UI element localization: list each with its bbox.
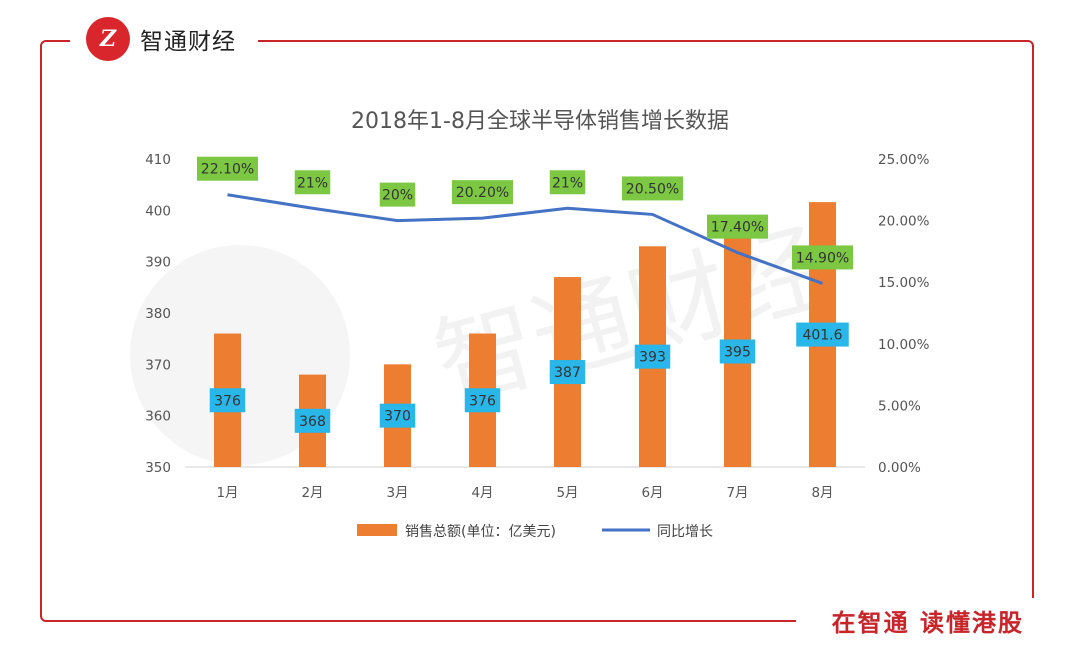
y-right-tick-label: 15.00% [878,275,930,291]
x-tick-label: 5月 [556,485,578,501]
chart-title: 2018年1-8月全球半导体销售增长数据 [351,109,729,134]
y-left-tick-label: 380 [145,306,171,322]
legend-bar-label: 销售总额(单位：亿美元) [405,524,556,540]
y-left-tick-label: 360 [145,409,171,425]
line-data-label: 14.90% [796,250,849,266]
bar-data-label-box [719,339,756,364]
line-data-label: 17.40% [711,220,764,236]
x-tick-label: 2月 [301,485,323,501]
bar-data-label: 376 [214,393,241,409]
y-right-tick-label: 25.00% [878,152,930,168]
x-tick-label: 1月 [216,485,238,501]
line-data-label-box [792,245,853,270]
bar-data-label-box [634,344,671,369]
line-data-label-box [379,182,416,207]
y-left-tick-label: 410 [145,152,171,168]
chart-frame [40,40,1034,622]
bar-data-label: 395 [724,345,751,361]
bar-data-label: 393 [639,350,666,366]
line-data-label: 21% [297,175,328,191]
y-right-tick-label: 20.00% [878,214,930,230]
slogan: 在智通 读懂港股 [795,598,1042,642]
line-data-label: 20% [382,188,413,204]
brand-logo-icon: Z [86,17,130,61]
line-data-label: 21% [552,175,583,191]
x-tick-label: 8月 [811,485,833,501]
line-data-label: 20.50% [626,181,679,197]
bar-data-label-box [379,403,416,428]
line-data-label-box [452,180,513,205]
line-data-label-box [549,170,586,195]
bar-data-label-box [796,322,849,347]
line-data-label-box [294,170,331,195]
x-tick-label: 3月 [386,485,408,501]
brand-name: 智通财经 [140,29,236,55]
y-left-tick-label: 370 [145,357,171,373]
y-left-tick-label: 390 [145,255,171,271]
bar-data-label: 401.6 [802,328,842,344]
line-data-label-box [622,176,683,201]
bar-data-label-box [464,388,501,413]
y-right-tick-label: 10.00% [878,337,930,353]
x-tick-label: 4月 [471,485,493,501]
legend-line-label: 同比增长 [657,524,713,540]
growth-line [227,193,824,285]
bar-data-label: 368 [299,414,326,430]
bar-data-label: 387 [554,365,581,381]
brand-header: Z 智通财经 [70,14,258,64]
x-tick-label: 7月 [726,485,748,501]
bar-data-label-box [549,360,586,385]
line-data-label-box [707,214,768,239]
bar-data-label-box [209,388,246,413]
bar-data-label-box [294,408,331,433]
y-right-tick-label: 0.00% [878,460,921,476]
y-left-tick-label: 400 [145,203,171,219]
y-left-tick-label: 350 [145,460,171,476]
line-data-label: 20.20% [456,185,509,201]
legend-bar-swatch [357,524,397,536]
bar-data-label: 376 [469,393,496,409]
x-tick-label: 6月 [641,485,663,501]
line-data-label: 22.10% [201,162,254,178]
bar-data-label: 370 [384,409,411,425]
line-data-label-box [197,156,258,181]
y-right-tick-label: 5.00% [878,398,921,414]
legend: 销售总额(单位：亿美元) 同比增长 [357,524,713,540]
